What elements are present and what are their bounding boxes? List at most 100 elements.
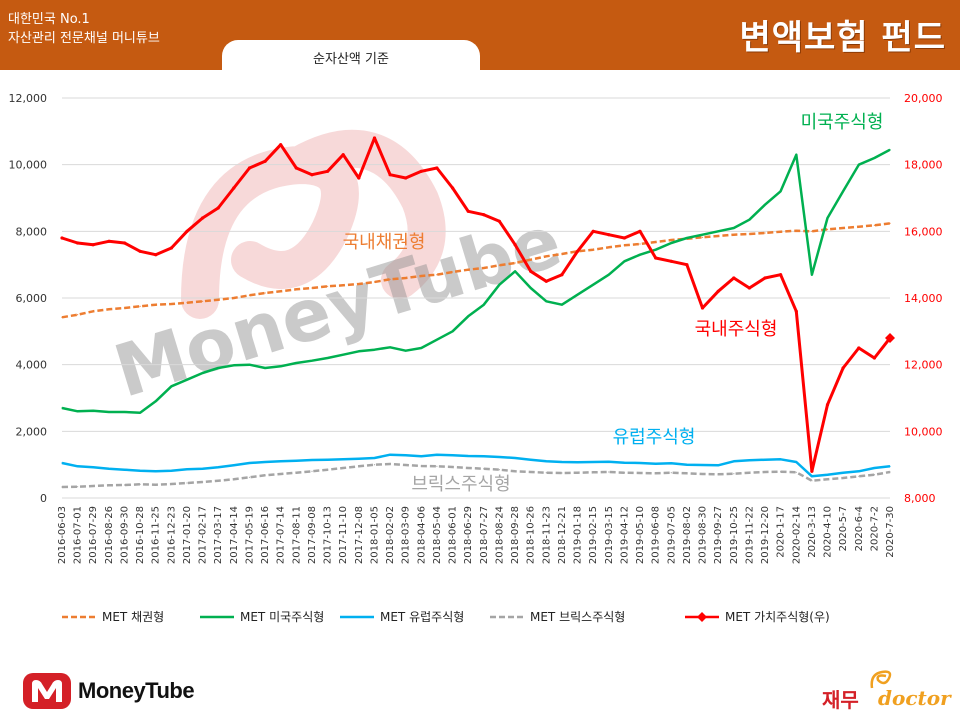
data-point — [389, 454, 391, 456]
data-point — [342, 354, 344, 356]
data-point — [186, 482, 188, 484]
x-tick-label: 2019-03-15 — [604, 506, 615, 564]
data-point — [795, 230, 797, 232]
data-point — [186, 468, 188, 470]
left-tick-label: 6,000 — [16, 292, 48, 305]
data-point — [608, 461, 610, 463]
data-point — [623, 472, 626, 474]
data-point — [560, 273, 564, 277]
data-point — [779, 273, 783, 277]
watermark: MoneyTube — [105, 129, 570, 414]
data-point — [576, 461, 579, 463]
data-point — [608, 471, 610, 473]
data-point — [857, 346, 861, 350]
data-point — [295, 288, 297, 290]
x-tick-label: 2017-12-08 — [354, 506, 365, 564]
legend-label: MET 가치주식형(우) — [725, 610, 830, 624]
data-point — [405, 277, 407, 279]
x-tick-label: 2016-06-03 — [57, 506, 68, 564]
data-point — [138, 249, 142, 253]
data-point — [76, 241, 80, 245]
data-point — [482, 213, 486, 217]
data-point — [139, 483, 141, 485]
data-point — [358, 350, 360, 352]
data-point — [733, 473, 735, 475]
data-point — [889, 149, 891, 151]
data-point — [248, 476, 251, 478]
data-point — [405, 464, 407, 466]
data-point — [155, 470, 157, 472]
right-tick-label: 18,000 — [904, 159, 943, 172]
annotation-label: 미국주식형 — [801, 112, 884, 133]
series-layer — [60, 136, 895, 489]
data-point — [795, 471, 797, 473]
data-point — [169, 246, 173, 250]
data-point — [435, 166, 439, 170]
data-point — [592, 249, 594, 251]
annotation-label: 브릭스주식형 — [411, 474, 510, 495]
data-point — [592, 471, 594, 473]
data-point — [623, 260, 626, 262]
data-point — [389, 278, 391, 280]
left-axis: 0 2,000 4,000 6,000 8,000 10,000 12,000 — [9, 92, 48, 505]
left-tick-label: 4,000 — [16, 359, 48, 372]
data-point — [327, 469, 329, 471]
series-line-4 — [61, 136, 892, 473]
data-point — [795, 154, 797, 156]
data-point — [389, 463, 391, 465]
annotation-label: 국내주식형 — [695, 319, 778, 340]
jaemu-doctor-logo: 재무 doctor — [822, 668, 952, 716]
data-point — [77, 486, 79, 488]
x-tick-label: 2020-02-14 — [791, 506, 802, 564]
data-point — [701, 464, 704, 466]
data-point — [186, 302, 188, 304]
x-tick-label: 2020-7-2 — [869, 506, 880, 551]
data-point — [373, 281, 376, 283]
x-axis: 2016-06-03 2016-07-01 2016-07-29 2016-08-26… — [57, 506, 896, 564]
data-point — [889, 222, 891, 224]
x-tick-label: 2018-05-04 — [432, 506, 443, 564]
data-point — [280, 365, 282, 367]
data-point — [77, 314, 79, 316]
data-point — [686, 472, 688, 474]
data-point — [655, 463, 657, 465]
x-tick-label: 2018-07-27 — [479, 506, 490, 564]
data-point — [670, 239, 672, 241]
data-point — [170, 385, 172, 387]
data-point — [764, 204, 766, 206]
data-point — [233, 478, 235, 480]
left-tick-label: 2,000 — [16, 425, 48, 438]
data-point — [498, 264, 500, 266]
moneytube-m-icon — [23, 673, 71, 709]
x-tick-label: 2018-06-29 — [463, 506, 474, 564]
data-point — [591, 229, 595, 233]
data-point — [795, 461, 797, 463]
data-point — [264, 367, 266, 369]
data-point — [811, 475, 813, 477]
data-point — [561, 304, 563, 306]
data-point — [170, 483, 172, 485]
data-point — [654, 256, 658, 260]
data-point — [341, 153, 345, 157]
data-point — [232, 186, 236, 190]
data-point — [608, 246, 610, 248]
legend-label: MET 미국주식형 — [240, 610, 324, 624]
data-point — [373, 464, 376, 466]
data-point — [154, 253, 158, 257]
x-tick-label: 2019-07-05 — [666, 506, 677, 564]
left-tick-label: 10,000 — [9, 159, 48, 172]
data-point — [530, 471, 532, 473]
data-point — [701, 473, 704, 475]
data-point — [186, 379, 188, 381]
data-point — [201, 216, 205, 220]
data-point — [497, 219, 501, 223]
data-point — [717, 464, 719, 466]
data-point — [202, 481, 204, 483]
x-tick-label: 2019-05-10 — [635, 506, 646, 564]
data-point — [248, 462, 251, 464]
data-point — [529, 269, 533, 273]
data-point — [388, 173, 392, 177]
x-tick-label: 2017-05-19 — [244, 506, 255, 564]
data-point — [545, 300, 547, 302]
x-tick-label: 2018-04-06 — [416, 506, 427, 564]
